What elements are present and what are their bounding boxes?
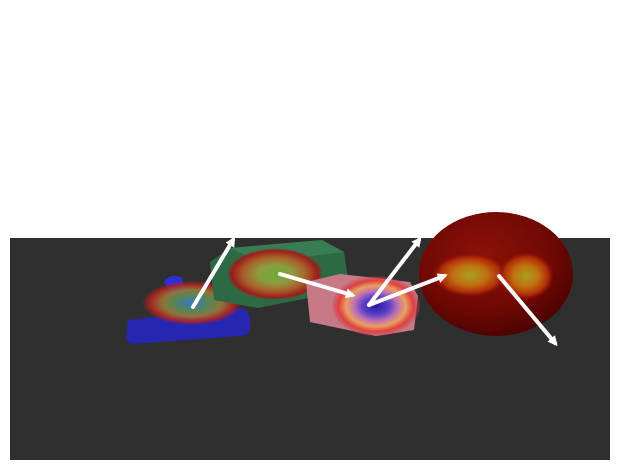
red-sphere-object xyxy=(419,212,573,336)
arrow-sphere-down xyxy=(497,274,558,347)
red-sphere-heat-left xyxy=(432,253,508,297)
arrows xyxy=(191,236,558,347)
arrow-blue-to-up xyxy=(191,236,236,309)
red-sphere-heat-right xyxy=(498,252,554,300)
green-box-heat xyxy=(227,248,323,300)
arrow-green-to-pink xyxy=(278,272,356,299)
arrow-pink-to-sphere xyxy=(367,273,448,307)
arrow-pink-to-up xyxy=(367,236,422,307)
pink-slab-heat xyxy=(332,276,420,336)
